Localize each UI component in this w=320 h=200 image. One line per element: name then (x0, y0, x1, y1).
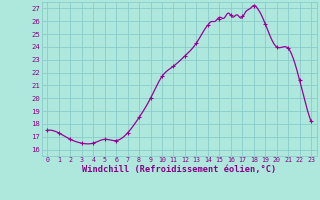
X-axis label: Windchill (Refroidissement éolien,°C): Windchill (Refroidissement éolien,°C) (82, 165, 276, 174)
